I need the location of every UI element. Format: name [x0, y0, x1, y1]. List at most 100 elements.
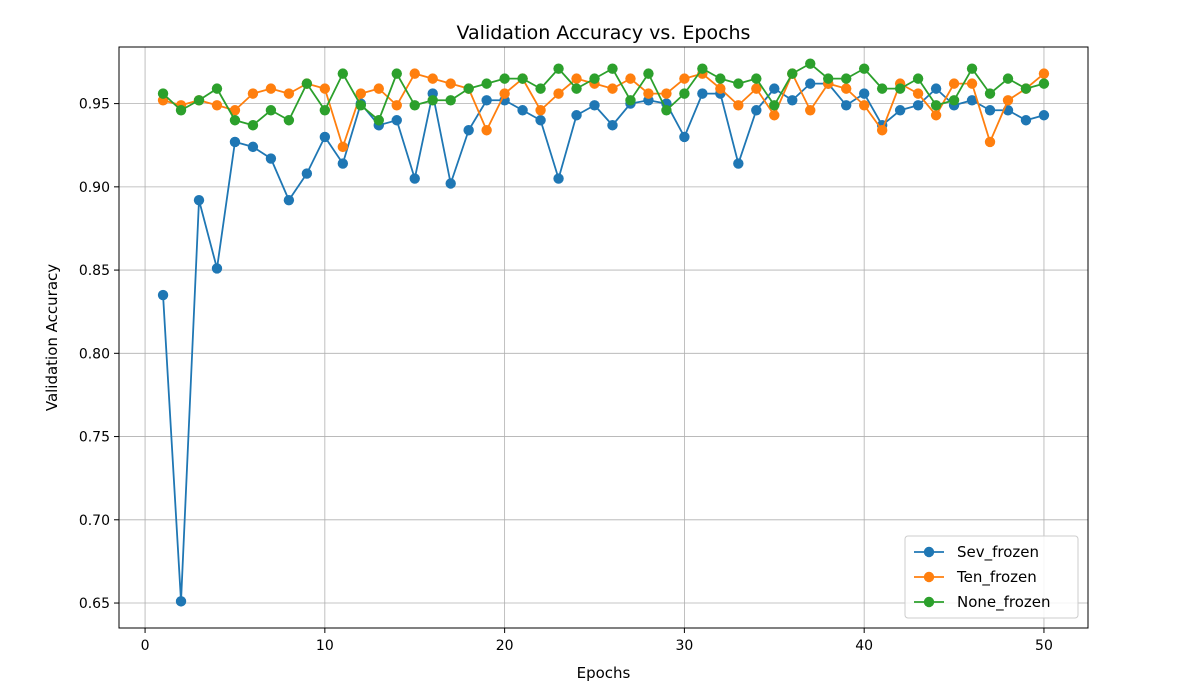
data-point — [373, 83, 384, 94]
data-point — [571, 83, 582, 94]
data-point — [661, 105, 672, 116]
data-point — [283, 194, 295, 206]
ticks: 0 10 20 30 40 50 0.65 0.70 0.75 0.80 0.85 0.90 0.95 — [79, 97, 1053, 654]
series-none-frozen — [157, 58, 1050, 131]
data-point — [733, 158, 744, 169]
data-point — [1038, 110, 1050, 121]
data-point — [517, 73, 528, 84]
data-point — [876, 125, 888, 136]
x-tick-label: 40 — [855, 638, 873, 654]
data-point — [787, 68, 798, 79]
data-point — [481, 125, 492, 136]
data-point — [805, 78, 816, 89]
data-point — [984, 105, 996, 116]
data-point — [948, 78, 960, 89]
data-point — [858, 63, 870, 74]
x-tick-label: 50 — [1035, 638, 1053, 654]
data-point — [607, 120, 618, 131]
data-point — [409, 100, 420, 111]
data-point — [211, 100, 223, 111]
data-point — [930, 110, 942, 121]
data-point — [715, 83, 726, 94]
data-point — [966, 63, 978, 74]
data-point — [553, 88, 564, 99]
data-point — [445, 95, 456, 106]
data-point — [912, 100, 924, 111]
data-point — [409, 68, 420, 79]
data-point — [553, 63, 564, 74]
data-point — [247, 88, 259, 99]
data-point — [427, 95, 438, 106]
data-point — [751, 105, 762, 116]
data-point — [463, 83, 474, 94]
data-point — [751, 83, 762, 94]
data-point — [391, 68, 402, 79]
data-point — [481, 95, 492, 106]
data-point — [984, 136, 996, 148]
data-point — [355, 100, 367, 111]
data-point — [679, 73, 690, 84]
data-point — [445, 178, 456, 189]
y-tick-label: 0.80 — [79, 346, 110, 362]
data-point — [193, 95, 205, 106]
data-point — [805, 105, 816, 116]
data-point — [607, 63, 618, 74]
data-point — [445, 78, 456, 89]
data-point — [751, 73, 762, 84]
data-point — [787, 95, 798, 106]
data-point — [463, 125, 474, 136]
data-point — [265, 153, 277, 164]
data-point — [715, 73, 726, 84]
data-point — [1038, 68, 1050, 79]
data-point — [769, 100, 780, 111]
data-point — [679, 131, 690, 143]
plot-frame — [118, 46, 1089, 629]
data-point — [840, 73, 852, 84]
legend-label: None_frozen — [957, 593, 1051, 612]
data-point — [247, 120, 259, 131]
data-point — [499, 88, 510, 99]
data-point — [607, 83, 618, 94]
legend-item: Sev_frozen — [914, 543, 1039, 562]
data-point — [319, 105, 331, 116]
data-point — [1038, 78, 1050, 89]
data-point — [589, 100, 600, 111]
data-point — [391, 100, 402, 111]
data-point — [1020, 83, 1032, 94]
data-point — [733, 100, 744, 111]
data-point — [427, 73, 438, 84]
y-tick-label: 0.75 — [79, 430, 110, 446]
data-point — [823, 73, 834, 84]
data-point — [769, 83, 780, 94]
data-point — [966, 95, 978, 106]
data-point — [301, 168, 313, 179]
legend-box — [904, 535, 1079, 619]
data-point — [858, 88, 870, 99]
y-tick-label: 0.65 — [79, 596, 110, 612]
x-tick-label: 20 — [496, 638, 514, 654]
x-tick-label: 10 — [316, 638, 334, 654]
data-point — [912, 88, 924, 99]
data-point — [481, 78, 492, 89]
data-point — [948, 95, 960, 106]
data-point — [409, 173, 420, 184]
data-point — [175, 596, 187, 607]
legend-marker — [923, 596, 935, 608]
data-point — [697, 63, 708, 74]
data-point — [517, 105, 528, 116]
data-point — [283, 115, 295, 126]
data-point — [535, 115, 546, 126]
data-point — [571, 73, 582, 84]
data-point — [337, 141, 349, 153]
data-point — [894, 105, 906, 116]
data-point — [805, 58, 816, 69]
data-point — [912, 73, 924, 84]
data-point — [535, 83, 546, 94]
data-point — [157, 289, 169, 301]
data-point — [697, 88, 708, 99]
data-point — [301, 78, 313, 89]
y-tick-label: 0.85 — [79, 263, 110, 279]
data-point — [193, 194, 205, 206]
data-point — [265, 83, 277, 94]
